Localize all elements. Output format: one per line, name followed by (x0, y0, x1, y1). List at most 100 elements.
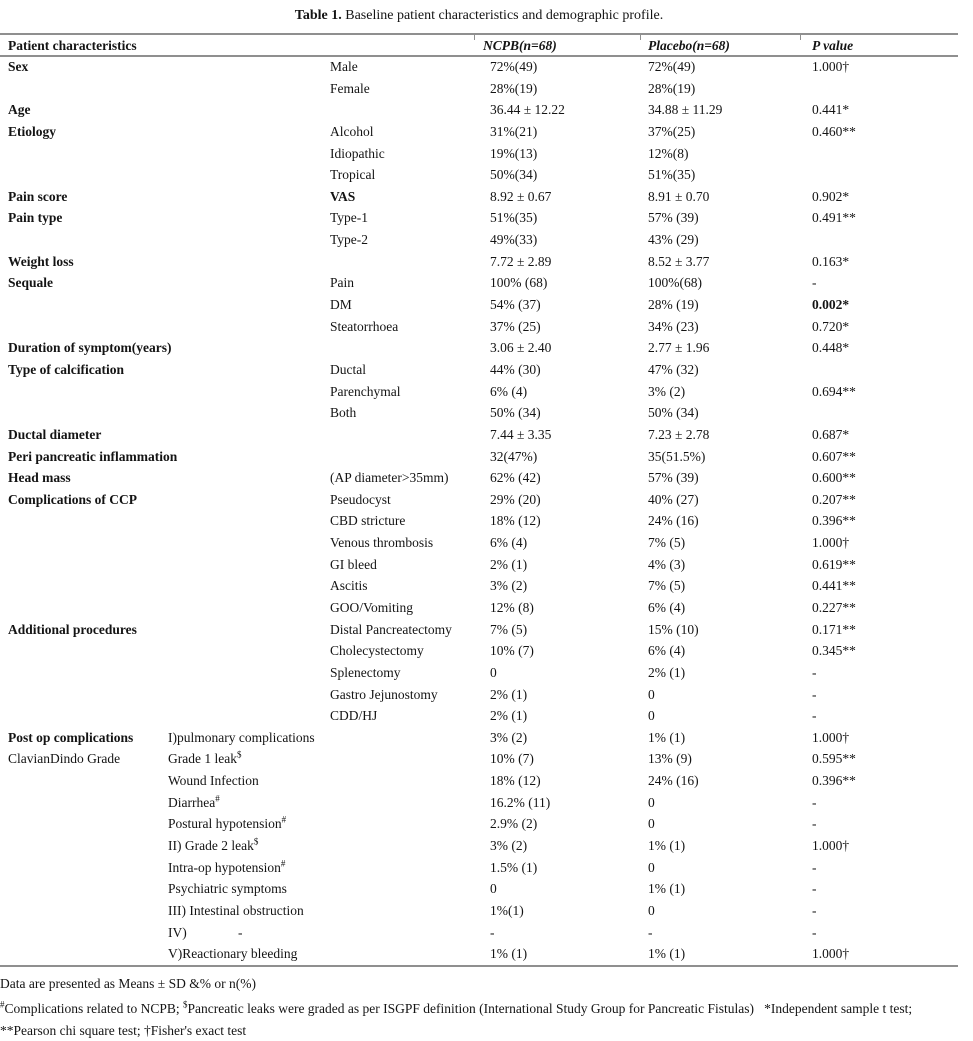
cell-pvalue: 0.694** (812, 383, 856, 399)
table-row: Ductal diameter 7.44 ± 3.35 7.23 ± 2.78 0.6… (0, 424, 973, 446)
table-row: Weight loss 7.72 ± 2.89 8.52 ± 3.77 0.163* (0, 251, 973, 273)
table-row: Venous thrombosis 6% (4) 7% (5) 1.000† (0, 532, 973, 554)
cell-sub-label: Psychiatric symptoms (168, 881, 287, 897)
cell-ncpb-value: 10% (7) (490, 643, 534, 659)
table-caption: Baseline patient characteristics and dem… (345, 8, 664, 23)
table-row: V)Reactionary bleeding 1% (1) 1% (1) 1.000† (0, 943, 973, 965)
cell-row-label: Complications of CCP (8, 491, 137, 507)
table-row: Psychiatric symptoms 0 1% (1) - (0, 878, 973, 900)
cell-ncpb-value: 3% (2) (490, 578, 528, 594)
cell-placebo-value: 1% (1) (648, 946, 686, 962)
cell-ncpb-value: 28%(19) (490, 80, 538, 96)
cell-placebo-value: 15% (10) (648, 621, 699, 637)
cell-ncpb-value: 12% (8) (490, 600, 534, 615)
cell-placebo-value: 34.88 ± 11.29 (648, 102, 723, 118)
header-column-divider-tick (800, 33, 801, 40)
cell-placebo-value: 24% (16) (648, 773, 699, 789)
table-row: Gastro Jejunostomy 2% (1) 0 - (0, 684, 973, 706)
data-presentation-note: Data are presented as Means ± SD &% or n… (0, 976, 256, 991)
cell-placebo-value: 28%(19) (648, 80, 696, 96)
table-row: Both 50% (34) 50% (34) (0, 402, 973, 424)
cell-sub-label: Gastro Jejunostomy (330, 686, 438, 702)
cell-ncpb-value: 2% (1) (490, 556, 528, 572)
table-row: II) Grade 2 leak$ 3% (2) 1% (1) 1.000† (0, 835, 973, 857)
cell-ncpb-value: 44% (30) (490, 361, 541, 377)
cell-pvalue: 0.441* (812, 102, 850, 118)
cell-placebo-value: 8.91 ± 0.70 (648, 188, 710, 204)
cell-pvalue: 0.396** (812, 513, 856, 529)
cell-pvalue: 0.687* (812, 426, 850, 442)
table-row: Type of calcification Ductal 44% (30) 47% (… (0, 359, 973, 381)
cell-ncpb-value: 7.44 ± 3.35 (490, 426, 552, 442)
cell-sub-label: Steatorrhoea (330, 318, 399, 334)
table-row: Tropical 50%(34) 51%(35) (0, 164, 973, 186)
table-row: GOO/Vomiting 12% (8) 6% (4) 0.227** (0, 597, 973, 619)
cell-pvalue: 0.448* (812, 340, 850, 356)
cell-sub-label: Female (330, 80, 370, 96)
cell-placebo-value: 24% (16) (648, 513, 699, 529)
cell-placebo-value: 35(51.5%) (648, 448, 706, 464)
table-row: Wound Infection 18% (12) 24% (16) 0.396** (0, 770, 973, 792)
cell-sub-label: Postural hypotension# (168, 814, 287, 832)
table-top-rule (0, 33, 958, 35)
cell-pvalue: 0.171** (812, 621, 856, 637)
cell-sub-label: Male (330, 59, 358, 74)
cell-ncpb-value: 0 (490, 881, 497, 897)
cell-sub-label: Wound Infection (168, 773, 259, 789)
cell-sub-label: GI bleed (330, 556, 377, 572)
cell-row-label: Peri pancreatic inflammation (8, 448, 178, 464)
cell-ncpb-value: - (490, 924, 495, 940)
cell-sub-label: DM (330, 297, 352, 313)
cell-row-label: Duration of symptom(years) (8, 340, 172, 356)
cell-pvalue: 1.000† (812, 59, 850, 74)
cell-sub-label: Distal Pancreatectomy (330, 621, 452, 637)
cell-placebo-value: 12%(8) (648, 145, 689, 161)
cell-sub-label: Diarrhea# (168, 793, 220, 810)
cell-pvalue: - (812, 902, 817, 918)
table-row: Type-2 49%(33) 43% (29) (0, 229, 973, 251)
cell-pvalue: 0.163* (812, 253, 850, 269)
cell-ncpb-value: 1.5% (1) (490, 859, 538, 875)
table-row: IV) - - - - (0, 922, 973, 944)
table-row: Peri pancreatic inflammation 32(47%) 35(51… (0, 446, 973, 468)
table-row: DM 54% (37) 28% (19) 0.002* (0, 294, 973, 316)
cell-pvalue: 0.902* (812, 188, 850, 204)
cell-placebo-value: 1% (1) (648, 881, 686, 897)
cell-ncpb-value: 10% (7) (490, 751, 534, 767)
header-column-divider-tick (474, 33, 475, 40)
table-row: Parenchymal 6% (4) 3% (2) 0.694** (0, 381, 973, 403)
cell-pvalue: 1.000† (812, 838, 850, 854)
table-row: Intra-op hypotension# 1.5% (1) 0 - (0, 857, 973, 879)
cell-sub-label: Cholecystectomy (330, 643, 424, 659)
cell-ncpb-value: 100% (68) (490, 275, 548, 291)
cell-placebo-value: 6% (4) (648, 643, 686, 659)
cell-pvalue: 0.460** (812, 123, 856, 139)
cell-sub-label: Intra-op hypotension# (168, 858, 286, 875)
cell-placebo-value: 7% (5) (648, 578, 686, 594)
cell-pvalue: - (812, 686, 817, 702)
cell-placebo-value: 0 (648, 708, 655, 724)
cell-row-label: Sex (8, 59, 29, 74)
cell-pvalue: 1.000† (812, 729, 850, 745)
cell-ncpb-value: 2% (1) (490, 708, 528, 724)
cell-placebo-value: 7% (5) (648, 535, 686, 551)
header-bottom-rule (0, 55, 958, 57)
cell-ncpb-value: 8.92 ± 0.67 (490, 188, 552, 204)
cell-sub-label: I)pulmonary complications (168, 729, 315, 745)
table-row: Pain type Type-1 51%(35) 57% (39) 0.491** (0, 207, 973, 229)
cell-pvalue: 0.441** (812, 578, 856, 594)
cell-placebo-value: 51%(35) (648, 167, 696, 183)
cell-placebo-value: 2% (1) (648, 664, 686, 680)
header-placebo-column: Placebo(n=68) (648, 38, 730, 53)
cell-placebo-value: 50% (34) (648, 405, 699, 421)
table-row: Steatorrhoea 37% (25) 34% (23) 0.720* (0, 316, 973, 338)
table-row: Sequale Pain 100% (68) 100%(68) - (0, 272, 973, 294)
cell-placebo-value: 6% (4) (648, 600, 686, 615)
cell-ncpb-value: 2.9% (2) (490, 816, 538, 832)
cell-ncpb-value: 62% (42) (490, 470, 541, 486)
cell-pvalue: 0.619** (812, 556, 856, 572)
cell-pvalue: 0.345** (812, 643, 856, 659)
cell-placebo-value: 0 (648, 816, 655, 832)
cell-placebo-value: 57% (39) (648, 470, 699, 486)
cell-row-label: Type of calcification (8, 361, 124, 377)
